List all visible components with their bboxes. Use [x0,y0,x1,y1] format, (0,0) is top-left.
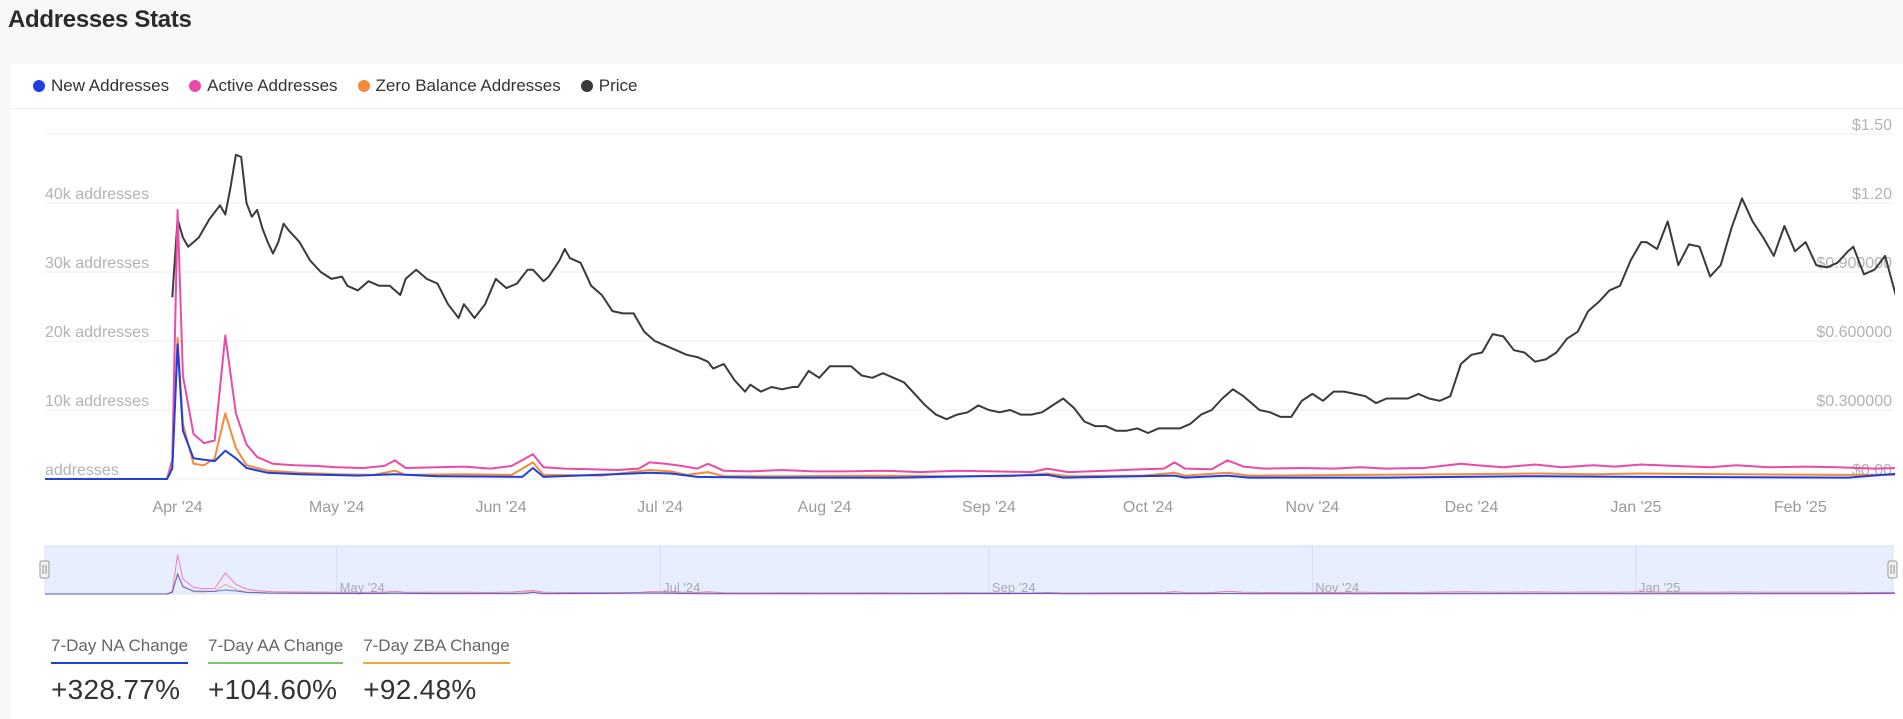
navigator-tick-label: May '24 [340,580,385,595]
stat-value: +328.77% [51,674,181,705]
legend-dot-icon [357,80,370,92]
x-tick-label: Dec '24 [1445,499,1499,516]
legend-dot-icon [33,80,45,92]
legend-dot-icon [580,80,593,92]
series-line-new-addresses [45,343,1895,480]
y-right-tick-label: $0.300000 [1816,393,1892,410]
chart-card [10,64,1903,719]
y-left-tick-label: 20k addresses [45,324,149,341]
stat-zba-change: 7-Day ZBA Change +92.48% [363,636,510,706]
navigator-series-active-addresses [45,554,1895,595]
x-tick-label: Oct '24 [1123,499,1173,516]
series-line-zero-balance-addresses [45,336,1895,480]
x-tick-label: Aug '24 [798,499,852,516]
navigator-tick-label: Nov '24 [1315,580,1359,595]
navigator-handle-left[interactable] [39,560,50,579]
legend-item-zero-balance-addresses[interactable]: Zero Balance Addresses [357,76,561,96]
stat-value: +104.60% [208,674,338,705]
legend-label: New Addresses [51,76,170,95]
y-left-tick-label: 10k addresses [45,393,149,410]
navigator-handle-right[interactable] [1887,560,1898,579]
stat-na-change: 7-Day NA Change +328.77% [51,636,189,706]
y-left-tick-label: 40k addresses [45,186,149,203]
navigator-tick-label: Sep '24 [992,580,1036,595]
series-line-price [171,153,1895,434]
navigator-series-new-addresses [45,572,1895,595]
x-tick-label: Jun '24 [476,499,527,516]
legend-divider [10,108,1903,109]
navigator-window [44,545,1894,595]
stat-aa-change: 7-Day AA Change +104.60% [208,636,344,706]
x-tick-label: May '24 [309,499,365,516]
legend-dot-icon [189,80,202,92]
series-line-active-addresses [45,208,1895,480]
stat-label: 7-Day NA Change [51,636,189,664]
x-tick-label: Feb '25 [1774,499,1827,516]
legend-label: Active Addresses [207,76,338,95]
stat-value: +92.48% [363,674,477,705]
x-tick-label: Jan '25 [1610,499,1661,516]
navigator-tick-label: Jul '24 [663,580,700,595]
navigator-tick-label: Jan '25 [1639,580,1681,595]
legend-item-active-addresses[interactable]: Active Addresses [189,76,338,96]
legend-item-price[interactable]: Price [580,76,638,96]
y-right-tick-label: $0.600000 [1816,324,1892,341]
chart-canvas: addresses 10k addresses 20k addresses 30k a… [39,117,1898,595]
y-left-tick-label: 30k addresses [45,255,149,272]
legend-label: Price [598,76,638,95]
legend-label: Zero Balance Addresses [375,76,561,95]
chart-legend: New Addresses Active Addresses Zero Bala… [33,76,637,96]
stats-panel: 7-Day NA Change +328.77% 7-Day AA Change… [51,636,510,706]
x-tick-label: Apr '24 [152,499,202,516]
legend-item-new-addresses[interactable]: New Addresses [33,76,169,96]
x-tick-label: Sep '24 [962,499,1016,516]
page-title: Addresses Stats [8,6,192,33]
y-left-tick-label: addresses [45,462,119,479]
y-right-tick-label: $1.20 [1852,186,1892,203]
stat-label: 7-Day ZBA Change [363,636,510,664]
stat-label: 7-Day AA Change [208,636,344,664]
x-tick-label: Nov '24 [1286,499,1340,516]
y-right-tick-label: $0.900000 [1816,255,1892,272]
y-right-tick-label: $1.50 [1852,117,1892,134]
x-tick-label: Jul '24 [637,499,683,516]
